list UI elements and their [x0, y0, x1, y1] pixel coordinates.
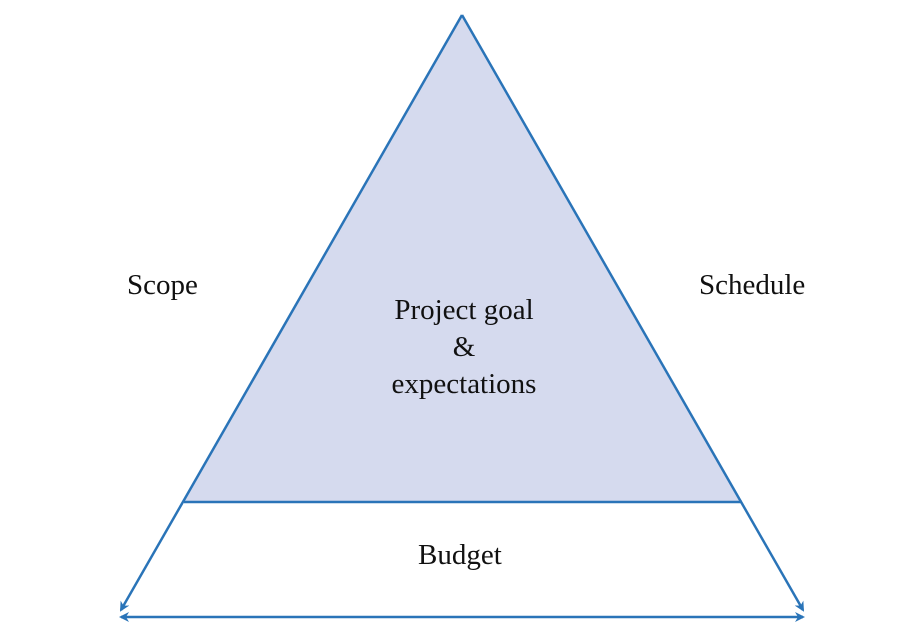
scope-edge-arrow [119, 14, 464, 612]
scope-label: Scope [127, 269, 198, 301]
budget-label: Budget [418, 539, 502, 571]
goal-line-2: & [452, 331, 476, 363]
schedule-label: Schedule [699, 269, 806, 301]
schedule-edge-arrow [460, 14, 805, 612]
goal-text-block: Project goal & expectations [330, 292, 598, 403]
goal-line-3: expectations [391, 368, 537, 400]
goal-area [184, 15, 742, 502]
goal-line-1: Project goal [394, 294, 534, 326]
